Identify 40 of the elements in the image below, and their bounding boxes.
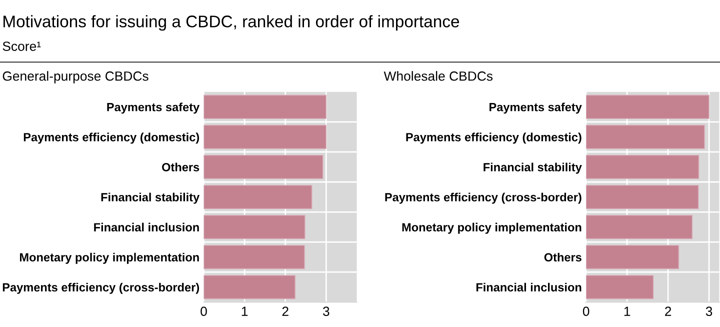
bar xyxy=(586,94,710,120)
bar xyxy=(204,244,305,270)
bar xyxy=(586,124,705,150)
y-tick-label: Financial inclusion xyxy=(94,222,199,232)
bar xyxy=(586,244,680,270)
bar xyxy=(204,124,327,150)
y-tick-label: Financial stability xyxy=(101,192,200,204)
text: Score¹ xyxy=(2,42,41,51)
x-tick-label: 0 xyxy=(582,306,590,316)
bar xyxy=(204,94,327,120)
bar xyxy=(586,184,699,210)
y-tick-label: Payments safety xyxy=(107,102,200,114)
x-tick-label: 3 xyxy=(706,306,712,316)
x-tick-label: 0 xyxy=(200,306,207,316)
bar xyxy=(204,154,324,180)
y-tick-label: Monetary policy implementation xyxy=(20,252,199,264)
y-tick-label: Payments efficiency (domestic) xyxy=(24,132,200,144)
bar xyxy=(586,214,693,240)
y-tick-label: Payments safety xyxy=(490,102,582,114)
y-tick-label: Payments efficiency (cross-border) xyxy=(2,282,200,294)
y-tick-label: Monetary policy implementation xyxy=(402,222,582,234)
x-tick-label: 1 xyxy=(242,306,248,316)
x-tick-label: 3 xyxy=(322,306,330,316)
y-tick-label: Financial stability xyxy=(484,162,582,174)
bar xyxy=(204,184,312,210)
text: Wholesale CBDCs xyxy=(384,71,493,81)
bar xyxy=(586,274,654,300)
x-tick-label: 2 xyxy=(665,306,672,316)
text: General-purpose CBDCs xyxy=(2,71,148,84)
bar xyxy=(204,274,296,300)
text: Motivations for issuing a CBDC, ranked in order of importance xyxy=(4,15,460,31)
x-tick-label: 1 xyxy=(624,306,630,316)
bar xyxy=(586,154,700,180)
x-tick-label: 2 xyxy=(282,306,288,316)
y-tick-label: Others xyxy=(544,252,582,262)
y-tick-label: Payments efficiency (domestic) xyxy=(406,132,582,144)
y-tick-label: Financial inclusion xyxy=(476,282,582,292)
y-tick-label: Others xyxy=(162,162,200,172)
bar xyxy=(204,214,306,240)
y-tick-label: Payments efficiency (cross-border) xyxy=(385,192,582,204)
